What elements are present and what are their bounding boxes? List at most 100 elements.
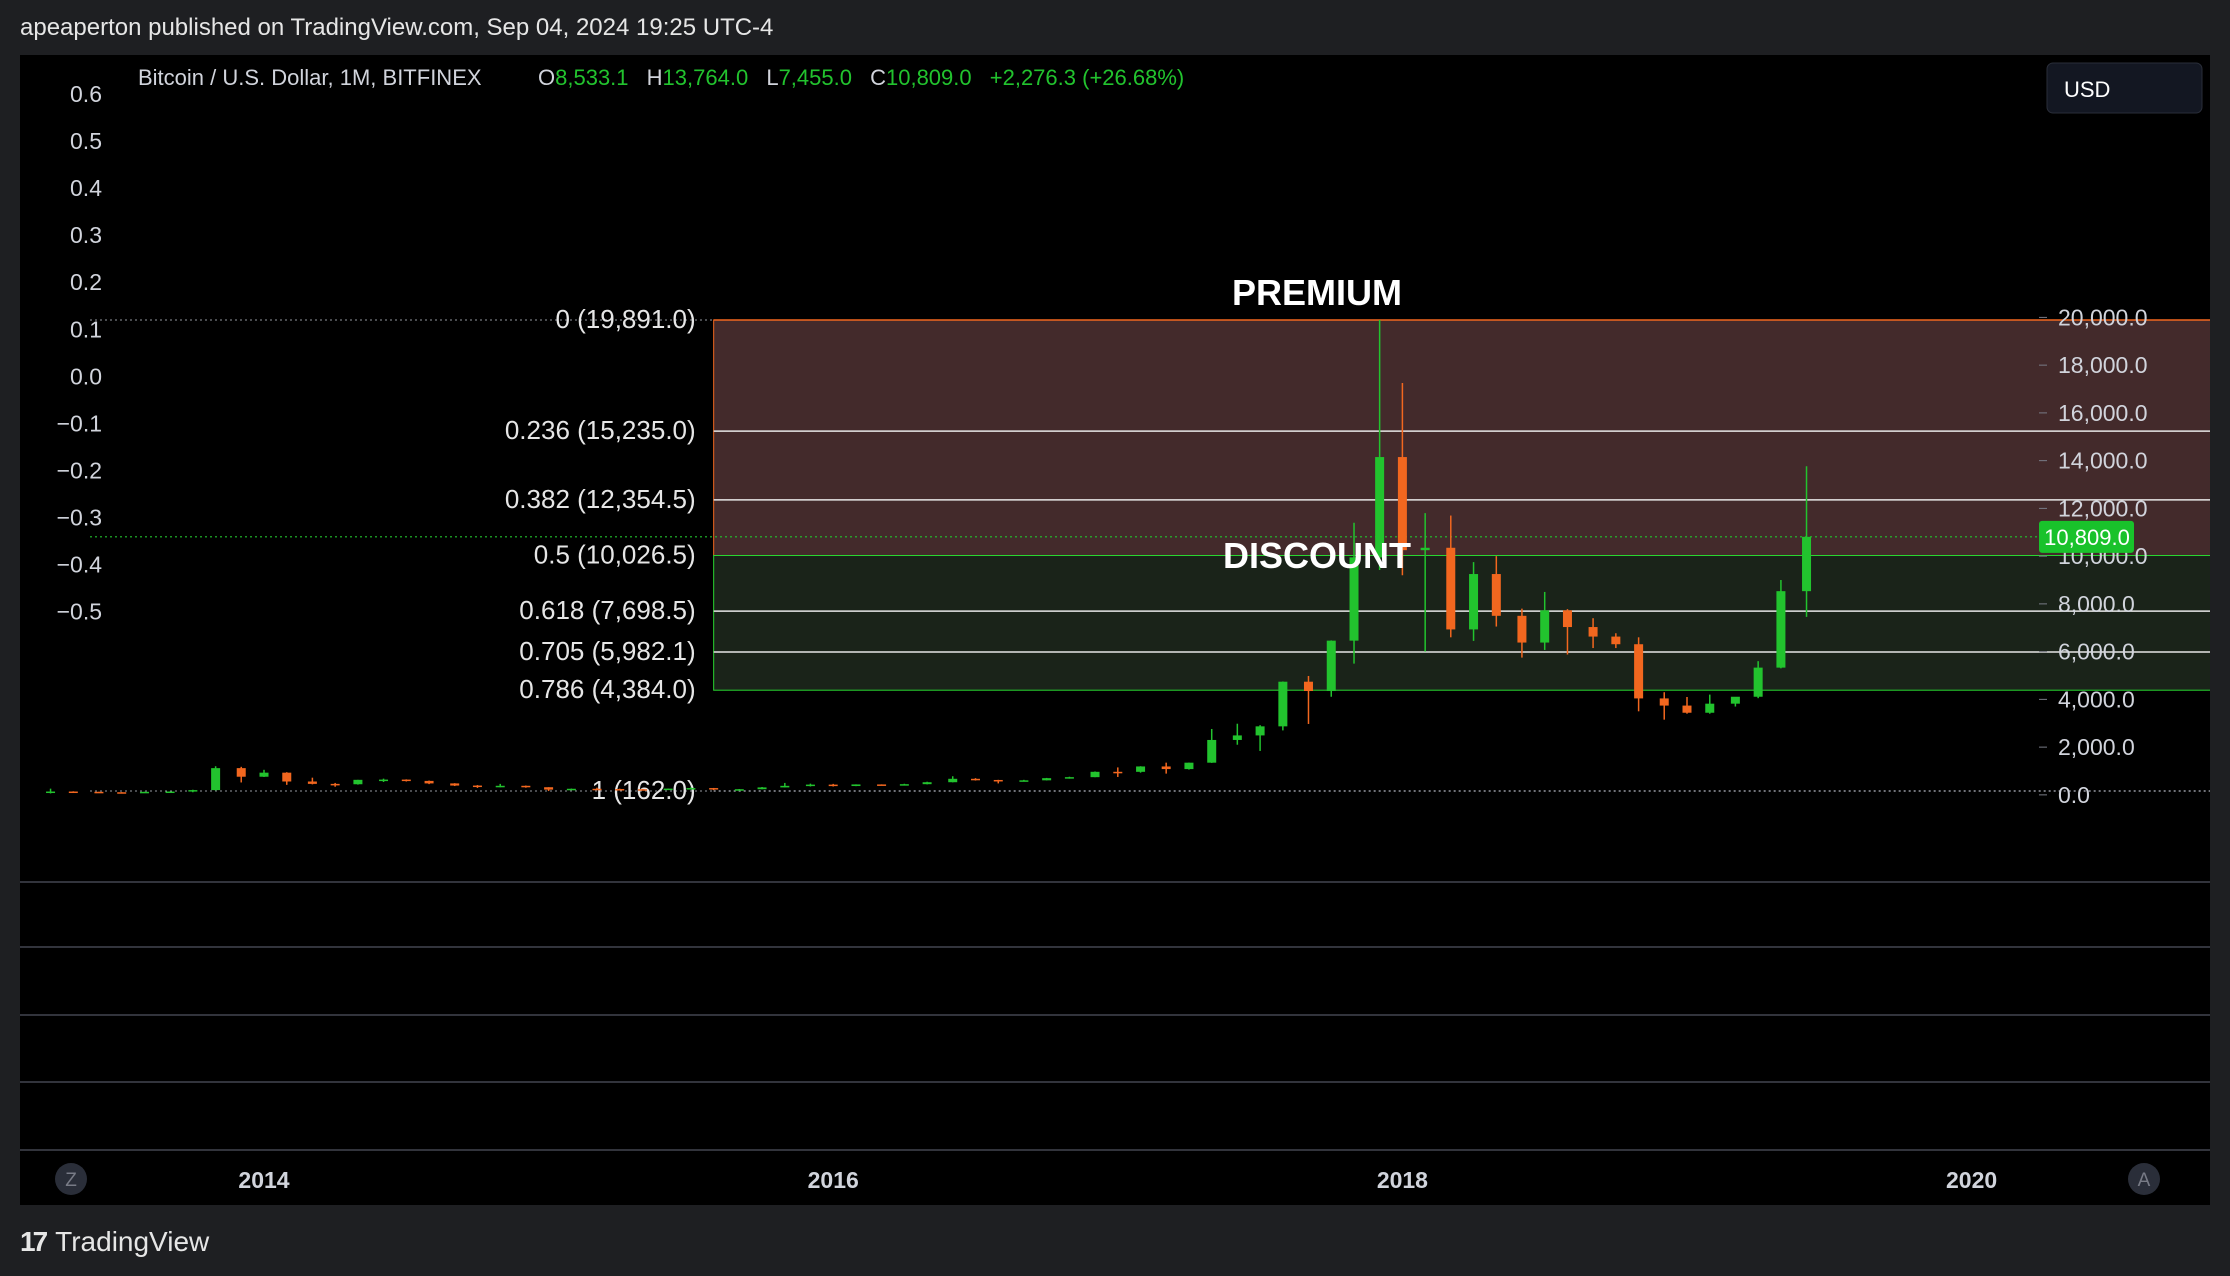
candle-body: [1611, 636, 1621, 645]
candle: [592, 787, 602, 791]
candle: [1634, 637, 1644, 712]
candle: [1753, 661, 1763, 699]
candle-body: [757, 787, 767, 790]
right-axis-tick-label: 0.0: [2058, 782, 2090, 808]
candle-body: [68, 791, 78, 794]
legend-c-value: 10,809.0: [886, 65, 972, 90]
candle: [1136, 766, 1146, 773]
candle-body: [450, 783, 460, 786]
candle: [1562, 609, 1572, 655]
currency-button[interactable]: USD: [2046, 62, 2203, 114]
tradingview-logo-icon: 17: [20, 1226, 48, 1257]
price-chart[interactable]: 0 (19,891.0) 0.236 (15,235.0) 0.382 (12,35…: [20, 55, 2230, 1205]
candle: [495, 783, 505, 788]
fib-level-label: 0.382 (12,354.5): [505, 484, 696, 514]
candle: [1042, 777, 1052, 781]
candle-body: [805, 784, 815, 787]
candle-body: [1375, 457, 1385, 558]
left-axis-tick-label: −0.2: [57, 457, 102, 483]
candle: [1326, 640, 1336, 697]
candle: [1375, 320, 1385, 570]
candle-body: [1420, 547, 1430, 551]
candle-body: [1659, 698, 1669, 706]
candle-body: [188, 790, 198, 792]
candle-body: [1232, 735, 1242, 740]
candle-body: [307, 781, 317, 784]
candle-body: [1184, 762, 1194, 770]
candle-body: [1326, 640, 1336, 692]
candle: [236, 766, 246, 783]
candle: [1207, 728, 1217, 763]
candle: [472, 785, 482, 788]
candle-body: [330, 783, 340, 786]
candle-body: [851, 784, 861, 787]
footer-brand: 17 TradingView: [20, 1226, 209, 1258]
candle-body: [1682, 705, 1692, 713]
right-axis-tick-label: 18,000.0: [2058, 352, 2148, 378]
candle-body: [139, 791, 149, 794]
fib-level-label: 0 (19,891.0): [555, 304, 695, 334]
legend-c-label: C: [870, 65, 886, 90]
candle-body: [165, 791, 175, 794]
timezone-nav-button[interactable]: Z: [55, 1163, 87, 1195]
candle: [971, 778, 980, 781]
x-axis-tick-label: 2014: [238, 1167, 289, 1193]
candle-body: [993, 779, 1003, 782]
left-axis-tick-label: 0.4: [70, 175, 102, 201]
candle-body: [282, 772, 292, 782]
candle-body: [544, 787, 554, 790]
legend-change: +2,276.3 (+26.68%): [990, 65, 1184, 90]
left-axis-tick-label: −0.3: [57, 504, 102, 530]
candle-body: [1113, 771, 1123, 774]
candle: [615, 788, 625, 791]
candle-body: [780, 785, 790, 788]
candle-body: [1730, 696, 1740, 704]
currency-button-label: USD: [2064, 77, 2110, 102]
candle: [1064, 776, 1074, 779]
candle: [1517, 608, 1527, 658]
left-axis-tick-label: 0.5: [70, 128, 102, 154]
candle: [1420, 513, 1430, 652]
legend-l-label: L: [766, 65, 778, 90]
fib-level-label: 0.786 (4,384.0): [519, 674, 695, 704]
discount-zone: [713, 555, 2230, 691]
x-axis-tick-label: 2018: [1377, 1167, 1428, 1193]
candle: [1184, 762, 1194, 770]
candle-body: [1161, 766, 1171, 770]
candle: [922, 781, 932, 785]
candle: [899, 783, 909, 786]
legend-o-label: O: [538, 65, 555, 90]
candle: [566, 788, 576, 791]
candle: [94, 791, 104, 794]
candle-body: [1753, 667, 1763, 697]
candle: [1278, 681, 1288, 731]
candle: [330, 782, 340, 787]
candle: [521, 785, 531, 788]
candle: [1659, 692, 1669, 720]
candle-body: [1491, 574, 1501, 616]
candle: [68, 791, 78, 794]
candle-body: [1802, 536, 1812, 592]
auto-scale-button[interactable]: A: [2128, 1163, 2160, 1195]
candle-body: [592, 788, 602, 791]
candle-body: [899, 784, 909, 786]
candle: [1776, 580, 1786, 669]
candle-body: [877, 784, 887, 786]
candle: [1705, 694, 1715, 714]
candle-body: [472, 785, 482, 788]
candle: [1303, 675, 1313, 724]
fib-level-label: 0.705 (5,982.1): [519, 636, 695, 666]
discount-label: DISCOUNT: [1223, 535, 1411, 576]
candle-body: [948, 778, 958, 783]
right-axis-tick-label: 8,000.0: [2058, 591, 2135, 617]
candle: [1090, 771, 1100, 778]
candle: [1446, 515, 1456, 638]
x-axis-tick-label: 2020: [1946, 1167, 1997, 1193]
candle: [282, 772, 292, 785]
fib-level-label: 0.5 (10,026.5): [534, 540, 696, 570]
chart-panel[interactable]: 0 (19,891.0) 0.236 (15,235.0) 0.382 (12,35…: [20, 55, 2230, 1205]
candle: [686, 787, 696, 790]
candle: [211, 766, 221, 791]
candle-body: [828, 784, 838, 787]
candle-body: [1705, 703, 1715, 713]
